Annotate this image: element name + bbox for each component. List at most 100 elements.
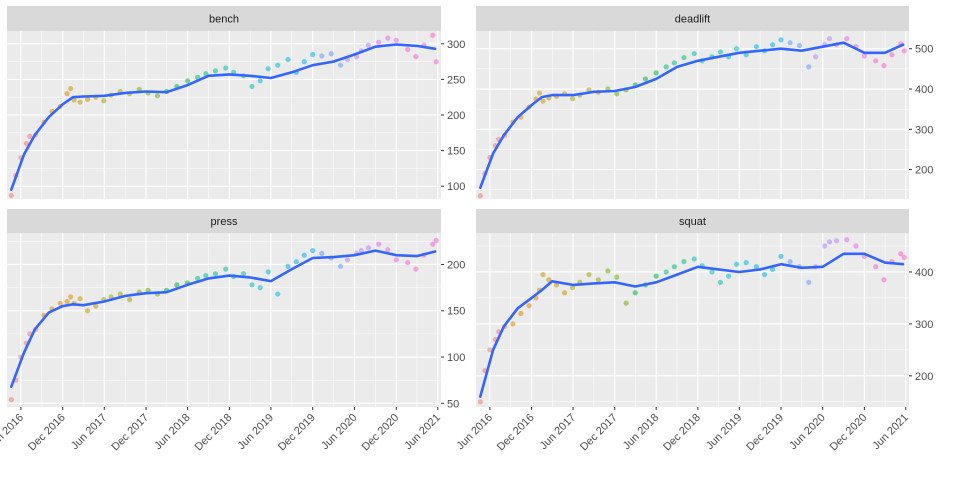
data-point: [833, 238, 840, 244]
data-point: [376, 39, 382, 45]
data-point: [614, 274, 620, 280]
data-point: [477, 193, 483, 199]
y-tick-label: 200: [447, 259, 465, 271]
y-tick-label: 200: [915, 371, 933, 383]
data-point: [310, 247, 316, 254]
data-point: [8, 396, 14, 403]
data-point: [653, 70, 659, 76]
y-tick-label: 500: [915, 44, 933, 56]
y-tick-label: 50: [447, 398, 459, 410]
panel-background: [476, 233, 909, 407]
panel-points: [8, 32, 439, 199]
panel-title: deadlift: [675, 14, 710, 26]
data-point: [487, 347, 493, 353]
data-point: [285, 56, 291, 63]
data-point: [212, 271, 219, 277]
data-point: [195, 74, 201, 80]
data-point: [787, 40, 793, 46]
data-point: [405, 260, 411, 266]
data-point: [319, 53, 325, 59]
data-point: [344, 257, 350, 263]
data-point: [310, 51, 316, 58]
data-point: [743, 260, 749, 266]
data-point: [203, 272, 209, 279]
data-point: [614, 91, 620, 97]
data-point: [358, 247, 364, 254]
data-point: [806, 64, 812, 70]
smooth-trend-line: [479, 252, 905, 398]
data-point: [605, 268, 611, 274]
data-point: [301, 252, 307, 258]
data-point: [174, 282, 180, 288]
data-point: [569, 96, 576, 102]
data-point: [595, 277, 601, 283]
panel-strip: [7, 6, 441, 31]
data-point: [319, 250, 325, 256]
y-tick-label: 400: [915, 267, 933, 279]
data-point: [717, 49, 724, 55]
data-point: [184, 78, 191, 84]
data-point: [717, 279, 724, 285]
data-point: [787, 258, 793, 265]
panel-strip: [7, 209, 441, 233]
data-point: [518, 310, 524, 317]
data-point: [540, 98, 546, 104]
panel-strip: [476, 6, 909, 31]
data-point: [433, 237, 439, 244]
y-tick-label: 400: [915, 84, 933, 96]
data-point: [64, 91, 70, 97]
data-point: [681, 54, 687, 61]
data-point: [778, 37, 784, 43]
data-point: [562, 290, 568, 296]
smooth-trend-line: [10, 249, 437, 388]
data-point: [733, 46, 740, 52]
data-point: [540, 271, 546, 278]
data-point: [623, 300, 629, 306]
data-point: [477, 399, 483, 405]
data-point: [813, 54, 819, 60]
data-point: [901, 48, 907, 54]
data-point: [203, 71, 209, 77]
data-point: [769, 266, 776, 272]
data-point: [337, 263, 344, 269]
panel-grid: [476, 233, 909, 407]
data-point: [553, 282, 560, 288]
data-point: [249, 83, 255, 90]
data-point: [632, 290, 638, 296]
data-point: [709, 269, 715, 275]
data-point: [642, 76, 649, 82]
y-tick-label: 200: [915, 165, 933, 177]
data-point: [433, 59, 439, 65]
data-point: [586, 271, 592, 278]
data-point: [889, 52, 895, 58]
data-point: [365, 42, 372, 48]
data-point: [769, 42, 776, 48]
panel-title: squat: [679, 216, 706, 228]
data-point: [405, 46, 411, 53]
y-tick-label: 300: [447, 39, 465, 51]
data-point: [68, 86, 74, 92]
data-point: [806, 279, 812, 285]
data-point: [301, 59, 307, 65]
y-tick-label: 150: [447, 306, 465, 318]
y-tick-label: 100: [447, 181, 465, 193]
data-point: [546, 277, 552, 283]
data-point: [691, 50, 697, 57]
data-point: [844, 36, 850, 42]
y-tick-label: 100: [447, 352, 465, 364]
data-point: [413, 266, 419, 272]
data-point: [873, 58, 879, 64]
data-point: [663, 269, 669, 275]
panel-background: [7, 233, 441, 407]
data-point: [844, 237, 850, 243]
data-point: [77, 296, 83, 302]
data-point: [275, 291, 281, 297]
data-point: [257, 285, 263, 291]
data-point: [430, 241, 436, 247]
panel-grid: [7, 233, 441, 407]
panel-strip: [476, 209, 909, 233]
data-point: [778, 253, 784, 259]
data-point: [393, 37, 399, 43]
